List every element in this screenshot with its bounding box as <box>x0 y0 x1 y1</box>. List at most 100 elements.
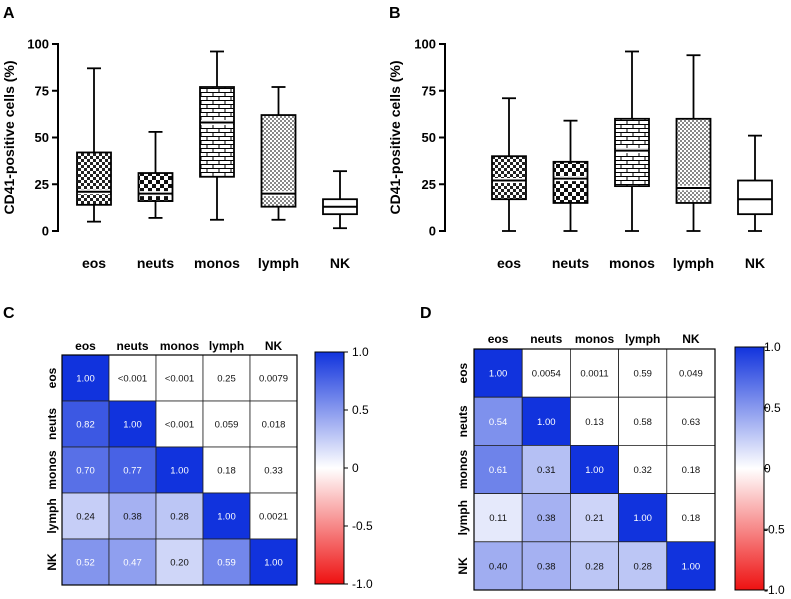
panel-b-y-tick-label: 25 <box>422 177 436 192</box>
panel-a-y-tick-label: 75 <box>35 83 49 98</box>
panel-c-cell-label: 0.24 <box>76 512 95 523</box>
boxplot-panel-a: 0 25 50 75 100 CD41-positive cells (%) eos neut… <box>1 37 358 271</box>
panel-d-cell-label: 0.31 <box>537 465 556 476</box>
panel-c-column-label-nk: NK <box>265 339 283 353</box>
panel-c-cell-label: 1.00 <box>170 466 189 477</box>
panel-c-cell-label: 0.059 <box>215 420 239 431</box>
panel-b-box-eos <box>491 155 527 201</box>
panel-d-cell-label: 0.40 <box>489 561 508 572</box>
panel-d-cell-label: 1.00 <box>537 417 556 428</box>
panel-c-cell <box>249 492 298 540</box>
panel-d-cell <box>521 444 571 494</box>
panel-c-row-label-eos: eos <box>45 367 59 388</box>
panel-d-cell-label: 0.59 <box>633 369 652 380</box>
panel-a-category-label-neuts: neuts <box>137 255 175 271</box>
panel-b-category-label-lymph: lymph <box>673 255 714 271</box>
panel-letter-d: D <box>420 305 432 322</box>
panel-c-row-label-neuts: neuts <box>45 408 59 440</box>
panel-d-colorbar-label: 0 <box>764 462 771 476</box>
panel-c-cell-label: 0.38 <box>123 512 142 523</box>
panel-d-cell <box>618 493 668 543</box>
panel-c-colorbar-label: 0 <box>352 461 359 475</box>
panel-c-colorbar <box>314 351 345 585</box>
panel-c-cell-label: <0.001 <box>165 374 194 385</box>
panel-d-cell <box>521 541 571 591</box>
panel-c-cell-label: 1.00 <box>264 558 283 569</box>
panel-d-cell <box>618 396 668 446</box>
panel-d-column-label-lymph: lymph <box>625 332 660 346</box>
panel-d-cell <box>570 541 620 591</box>
panel-d-cell-label: 0.32 <box>633 465 652 476</box>
panel-d-cell-label: 0.13 <box>585 417 604 428</box>
panel-b-box-neuts <box>552 160 589 204</box>
panel-c-cell-label: 0.0021 <box>259 512 288 523</box>
panel-c-cell-label: 1.00 <box>123 420 142 431</box>
panel-c-cell-label: 0.77 <box>123 466 142 477</box>
panel-c-cell <box>249 538 298 586</box>
panel-d-cell <box>473 396 523 446</box>
panel-d-cell-label: 0.21 <box>585 513 604 524</box>
panel-b-y-tick-label: 0 <box>429 224 436 239</box>
panel-d-column-label-neuts: neuts <box>530 332 562 346</box>
panel-c-colorbar-label: -1.0 <box>352 577 373 591</box>
panel-d-grid-border <box>473 348 716 591</box>
panel-a-box-neuts <box>137 172 174 202</box>
panel-c-cell-label: 0.59 <box>217 558 236 569</box>
panel-c-cell <box>61 492 110 540</box>
panel-c-column-label-eos: eos <box>75 339 96 353</box>
panel-d-cell <box>618 444 668 494</box>
panel-c-cell-label: 0.33 <box>264 466 283 477</box>
panel-d-column-label-eos: eos <box>488 332 509 346</box>
panel-c-column-label-lymph: lymph <box>209 339 244 353</box>
panel-d-cell <box>666 493 716 543</box>
panel-c-cell-label: <0.001 <box>118 374 147 385</box>
panel-d-colorbar-label: -0.5 <box>764 522 785 536</box>
panel-letter-c: C <box>3 305 15 322</box>
panel-d-cell <box>473 541 523 591</box>
panel-d-cell-label: 0.38 <box>537 513 556 524</box>
panel-d-cell-label: 0.63 <box>682 417 701 428</box>
panel-a-y-tick-label: 25 <box>35 177 49 192</box>
panel-a-y-tick-label: 50 <box>35 130 49 145</box>
panel-b-category-label-monos: monos <box>609 255 655 271</box>
panel-d-colorbar-label: -1.0 <box>764 583 785 597</box>
panel-d-cell-label: 0.18 <box>682 465 701 476</box>
panel-c-row-label-monos: monos <box>45 450 59 490</box>
panel-a-y-tick-label: 100 <box>27 37 49 52</box>
panel-c-colorbar-label: 0.5 <box>352 403 369 417</box>
panel-letter-a: A <box>3 5 15 22</box>
panel-c-colorbar-label: 1.0 <box>352 345 369 359</box>
panel-d-row-label-eos: eos <box>456 362 470 383</box>
panel-c-cell <box>249 400 298 448</box>
panel-letter-b: B <box>389 5 401 22</box>
panel-c-cell <box>249 446 298 494</box>
panel-d-cell-label: 1.00 <box>585 465 604 476</box>
panel-d-cell <box>521 348 571 398</box>
panel-c-cell-label: 0.52 <box>76 558 95 569</box>
panel-d-row-label-lymph: lymph <box>456 500 470 535</box>
panel-c-cell-label: 0.25 <box>217 374 236 385</box>
panel-a-box-eos <box>76 151 112 206</box>
panel-d-colorbar-label: 1.0 <box>764 340 781 354</box>
panel-b-y-axis-title: CD41-positive cells (%) <box>387 60 403 214</box>
panel-a-category-label-lymph: lymph <box>258 255 299 271</box>
panel-c-cell-label: 0.0079 <box>259 374 288 385</box>
panel-d-cell-label: 0.049 <box>679 369 703 380</box>
panel-c-cell-label: 0.82 <box>76 420 95 431</box>
panel-d-cell-label: 0.28 <box>585 561 604 572</box>
panel-d-column-label-nk: NK <box>682 332 700 346</box>
panel-a-y-axis-title: CD41-positive cells (%) <box>1 60 17 214</box>
panel-d-cell-label: 0.11 <box>489 513 507 524</box>
panel-d-cell-label: 0.58 <box>633 417 652 428</box>
panel-c-cell-label: 1.00 <box>217 512 236 523</box>
panel-b-y-tick-label: 75 <box>422 83 436 98</box>
panel-a-category-label-monos: monos <box>194 255 240 271</box>
panel-a-category-label-eos: eos <box>82 255 106 271</box>
panel-d-cell <box>666 348 716 398</box>
panel-d-cell-label: 0.61 <box>489 465 508 476</box>
panel-b-category-label-nk: NK <box>745 255 765 271</box>
panel-d-cell-label: 0.0054 <box>532 369 561 380</box>
panel-d-colorbar <box>734 346 765 591</box>
